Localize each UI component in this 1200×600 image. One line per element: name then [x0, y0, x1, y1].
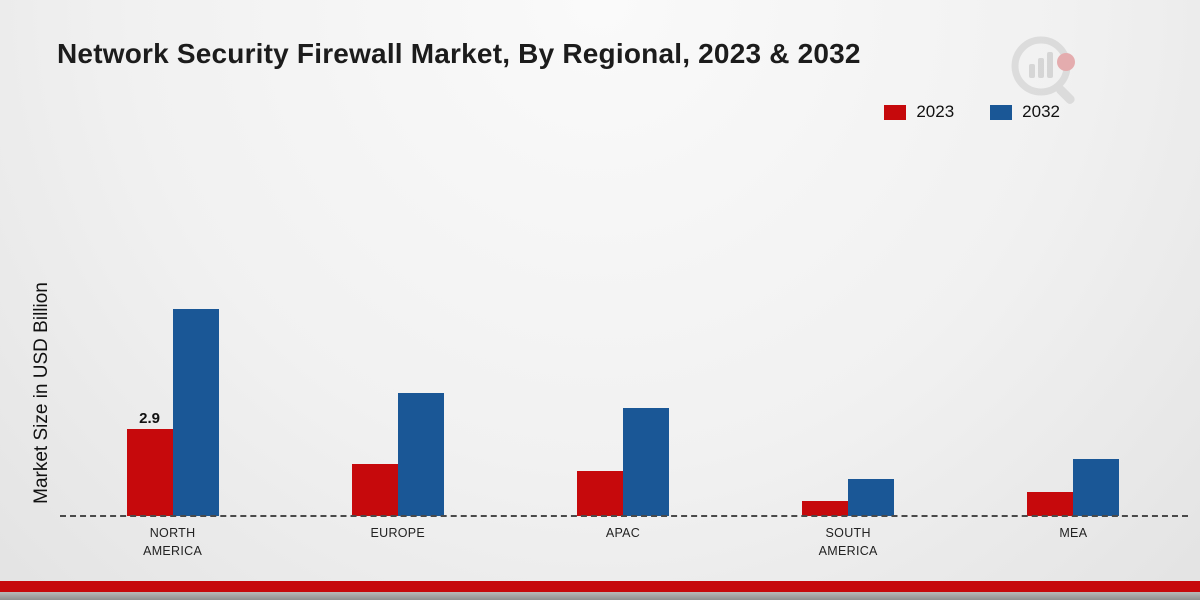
category-label: SOUTH AMERICA: [818, 526, 878, 559]
bar-group: SOUTH AMERICA: [802, 150, 895, 558]
magnifier-bars-logo-icon: [1011, 36, 1075, 104]
bar-2023: [351, 463, 398, 516]
brand-logo-watermark: [1003, 32, 1085, 115]
y-axis-label: Market Size in USD Billion: [31, 282, 52, 504]
legend-swatch-2023: [884, 104, 907, 120]
bar-2032: [1073, 459, 1120, 516]
bar-2023: [576, 471, 623, 516]
category-label: APAC: [605, 526, 641, 540]
bar-group: MEA: [1027, 150, 1120, 540]
category-label: EUROPE: [370, 526, 426, 540]
bar-2023: 2.9: [126, 410, 173, 516]
legend-swatch-2032: [990, 104, 1013, 120]
bar-2032: [848, 478, 895, 516]
category-label: MEA: [1059, 526, 1088, 540]
bar-2032: [622, 408, 669, 516]
bar-value-label: 2.9: [139, 410, 161, 427]
bar-group: APAC: [576, 150, 669, 540]
bar-2023: [1027, 492, 1074, 516]
legend-label: 2032: [1022, 102, 1060, 121]
footer-gray-bar: [0, 592, 1200, 600]
bar-group: 2.9 NORTH AMERICA: [126, 150, 219, 558]
bar-2032: [172, 309, 219, 516]
bar-2032: [397, 393, 444, 516]
bar-group: EUROPE: [351, 150, 444, 540]
bar-chart-plot-area: 2.9 NORTH AMERICA EUROPE APAC SOUTH AMERICA M…: [60, 150, 1186, 558]
footer-accent-bar: [0, 581, 1200, 592]
chart-title: Network Security Firewall Market, By Reg…: [57, 38, 861, 69]
legend-label: 2023: [916, 102, 955, 121]
legend-item-2032: 2032: [990, 102, 1060, 122]
category-label: NORTH AMERICA: [143, 526, 203, 559]
x-axis-baseline: [60, 515, 1188, 517]
chart-legend: 2023 2032: [884, 102, 1060, 122]
legend-item-2023: 2023: [884, 102, 954, 122]
bar-2023: [802, 501, 849, 516]
